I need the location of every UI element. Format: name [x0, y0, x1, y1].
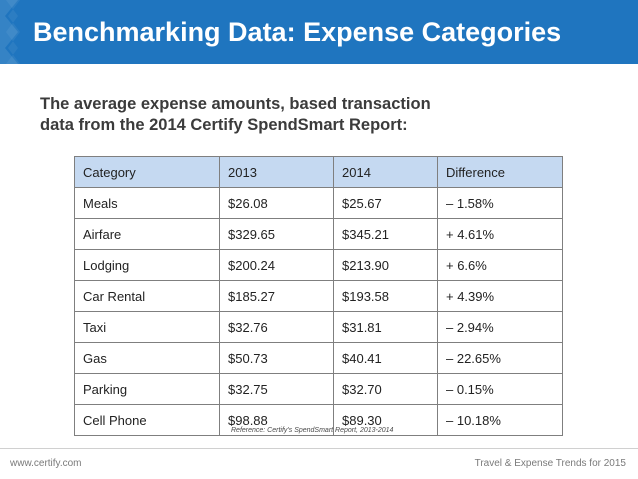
chevron-decoration-icon [0, 0, 20, 64]
table-cell: $193.58 [333, 280, 438, 312]
table-cell: + 6.6% [437, 249, 563, 281]
table-cell: $50.73 [219, 342, 334, 374]
table-row: Lodging $200.24 $213.90 + 6.6% [74, 249, 563, 281]
table-cell: – 1.58% [437, 187, 563, 219]
header-bar: Benchmarking Data: Expense Categories [0, 0, 638, 64]
table-cell: $32.76 [219, 311, 334, 343]
table-cell: Car Rental [74, 280, 220, 312]
footer-divider [0, 448, 638, 449]
table-header-cell: 2013 [219, 156, 334, 188]
table-cell: – 0.15% [437, 373, 563, 405]
table-cell: $200.24 [219, 249, 334, 281]
table-row: Parking $32.75 $32.70 – 0.15% [74, 373, 563, 405]
table-row: Taxi $32.76 $31.81 – 2.94% [74, 311, 563, 343]
intro-line: The average expense amounts, based trans… [40, 95, 431, 113]
table-cell: Taxi [74, 311, 220, 343]
table-cell: + 4.39% [437, 280, 563, 312]
table-cell: $89.30 [333, 404, 438, 436]
table-cell: – 10.18% [437, 404, 563, 436]
table-cell: $98.88 [219, 404, 334, 436]
table-row: Car Rental $185.27 $193.58 + 4.39% [74, 280, 563, 312]
table-cell: $26.08 [219, 187, 334, 219]
table-row: Gas $50.73 $40.41 – 22.65% [74, 342, 563, 374]
table-cell: Cell Phone [74, 404, 220, 436]
table-cell: $32.70 [333, 373, 438, 405]
table-header-cell: Difference [437, 156, 563, 188]
table-cell: $185.27 [219, 280, 334, 312]
table-cell: $329.65 [219, 218, 334, 250]
table-cell: Meals [74, 187, 220, 219]
reference-note: Reference: Certify's SpendSmart Report, … [231, 427, 394, 434]
table-row: Airfare $329.65 $345.21 + 4.61% [74, 218, 563, 250]
table-cell: $213.90 [333, 249, 438, 281]
table-cell: $40.41 [333, 342, 438, 374]
table-header-cell: Category [74, 156, 220, 188]
table-cell: Lodging [74, 249, 220, 281]
footer-website: www.certify.com [10, 458, 82, 469]
table-cell: Gas [74, 342, 220, 374]
table-cell: – 2.94% [437, 311, 563, 343]
table-row: Meals $26.08 $25.67 – 1.58% [74, 187, 563, 219]
footer-caption: Travel & Expense Trends for 2015 [474, 458, 626, 469]
table-cell: $32.75 [219, 373, 334, 405]
table-cell: + 4.61% [437, 218, 563, 250]
table-cell: Parking [74, 373, 220, 405]
table-cell: $25.67 [333, 187, 438, 219]
table-row: Cell Phone $98.88 $89.30 – 10.18% [74, 404, 563, 436]
table-cell: $345.21 [333, 218, 438, 250]
table-cell: – 22.65% [437, 342, 563, 374]
slide-title: Benchmarking Data: Expense Categories [33, 17, 562, 47]
intro-line: data from the 2014 Certify SpendSmart Re… [40, 116, 408, 134]
table-header-row: Category 2013 2014 Difference [74, 156, 563, 188]
table-cell: Airfare [74, 218, 220, 250]
table-header-cell: 2014 [333, 156, 438, 188]
intro-text: The average expense amounts, based trans… [40, 94, 510, 136]
table-cell: $31.81 [333, 311, 438, 343]
expense-categories-table: Category 2013 2014 Difference Meals $26.… [74, 156, 563, 436]
